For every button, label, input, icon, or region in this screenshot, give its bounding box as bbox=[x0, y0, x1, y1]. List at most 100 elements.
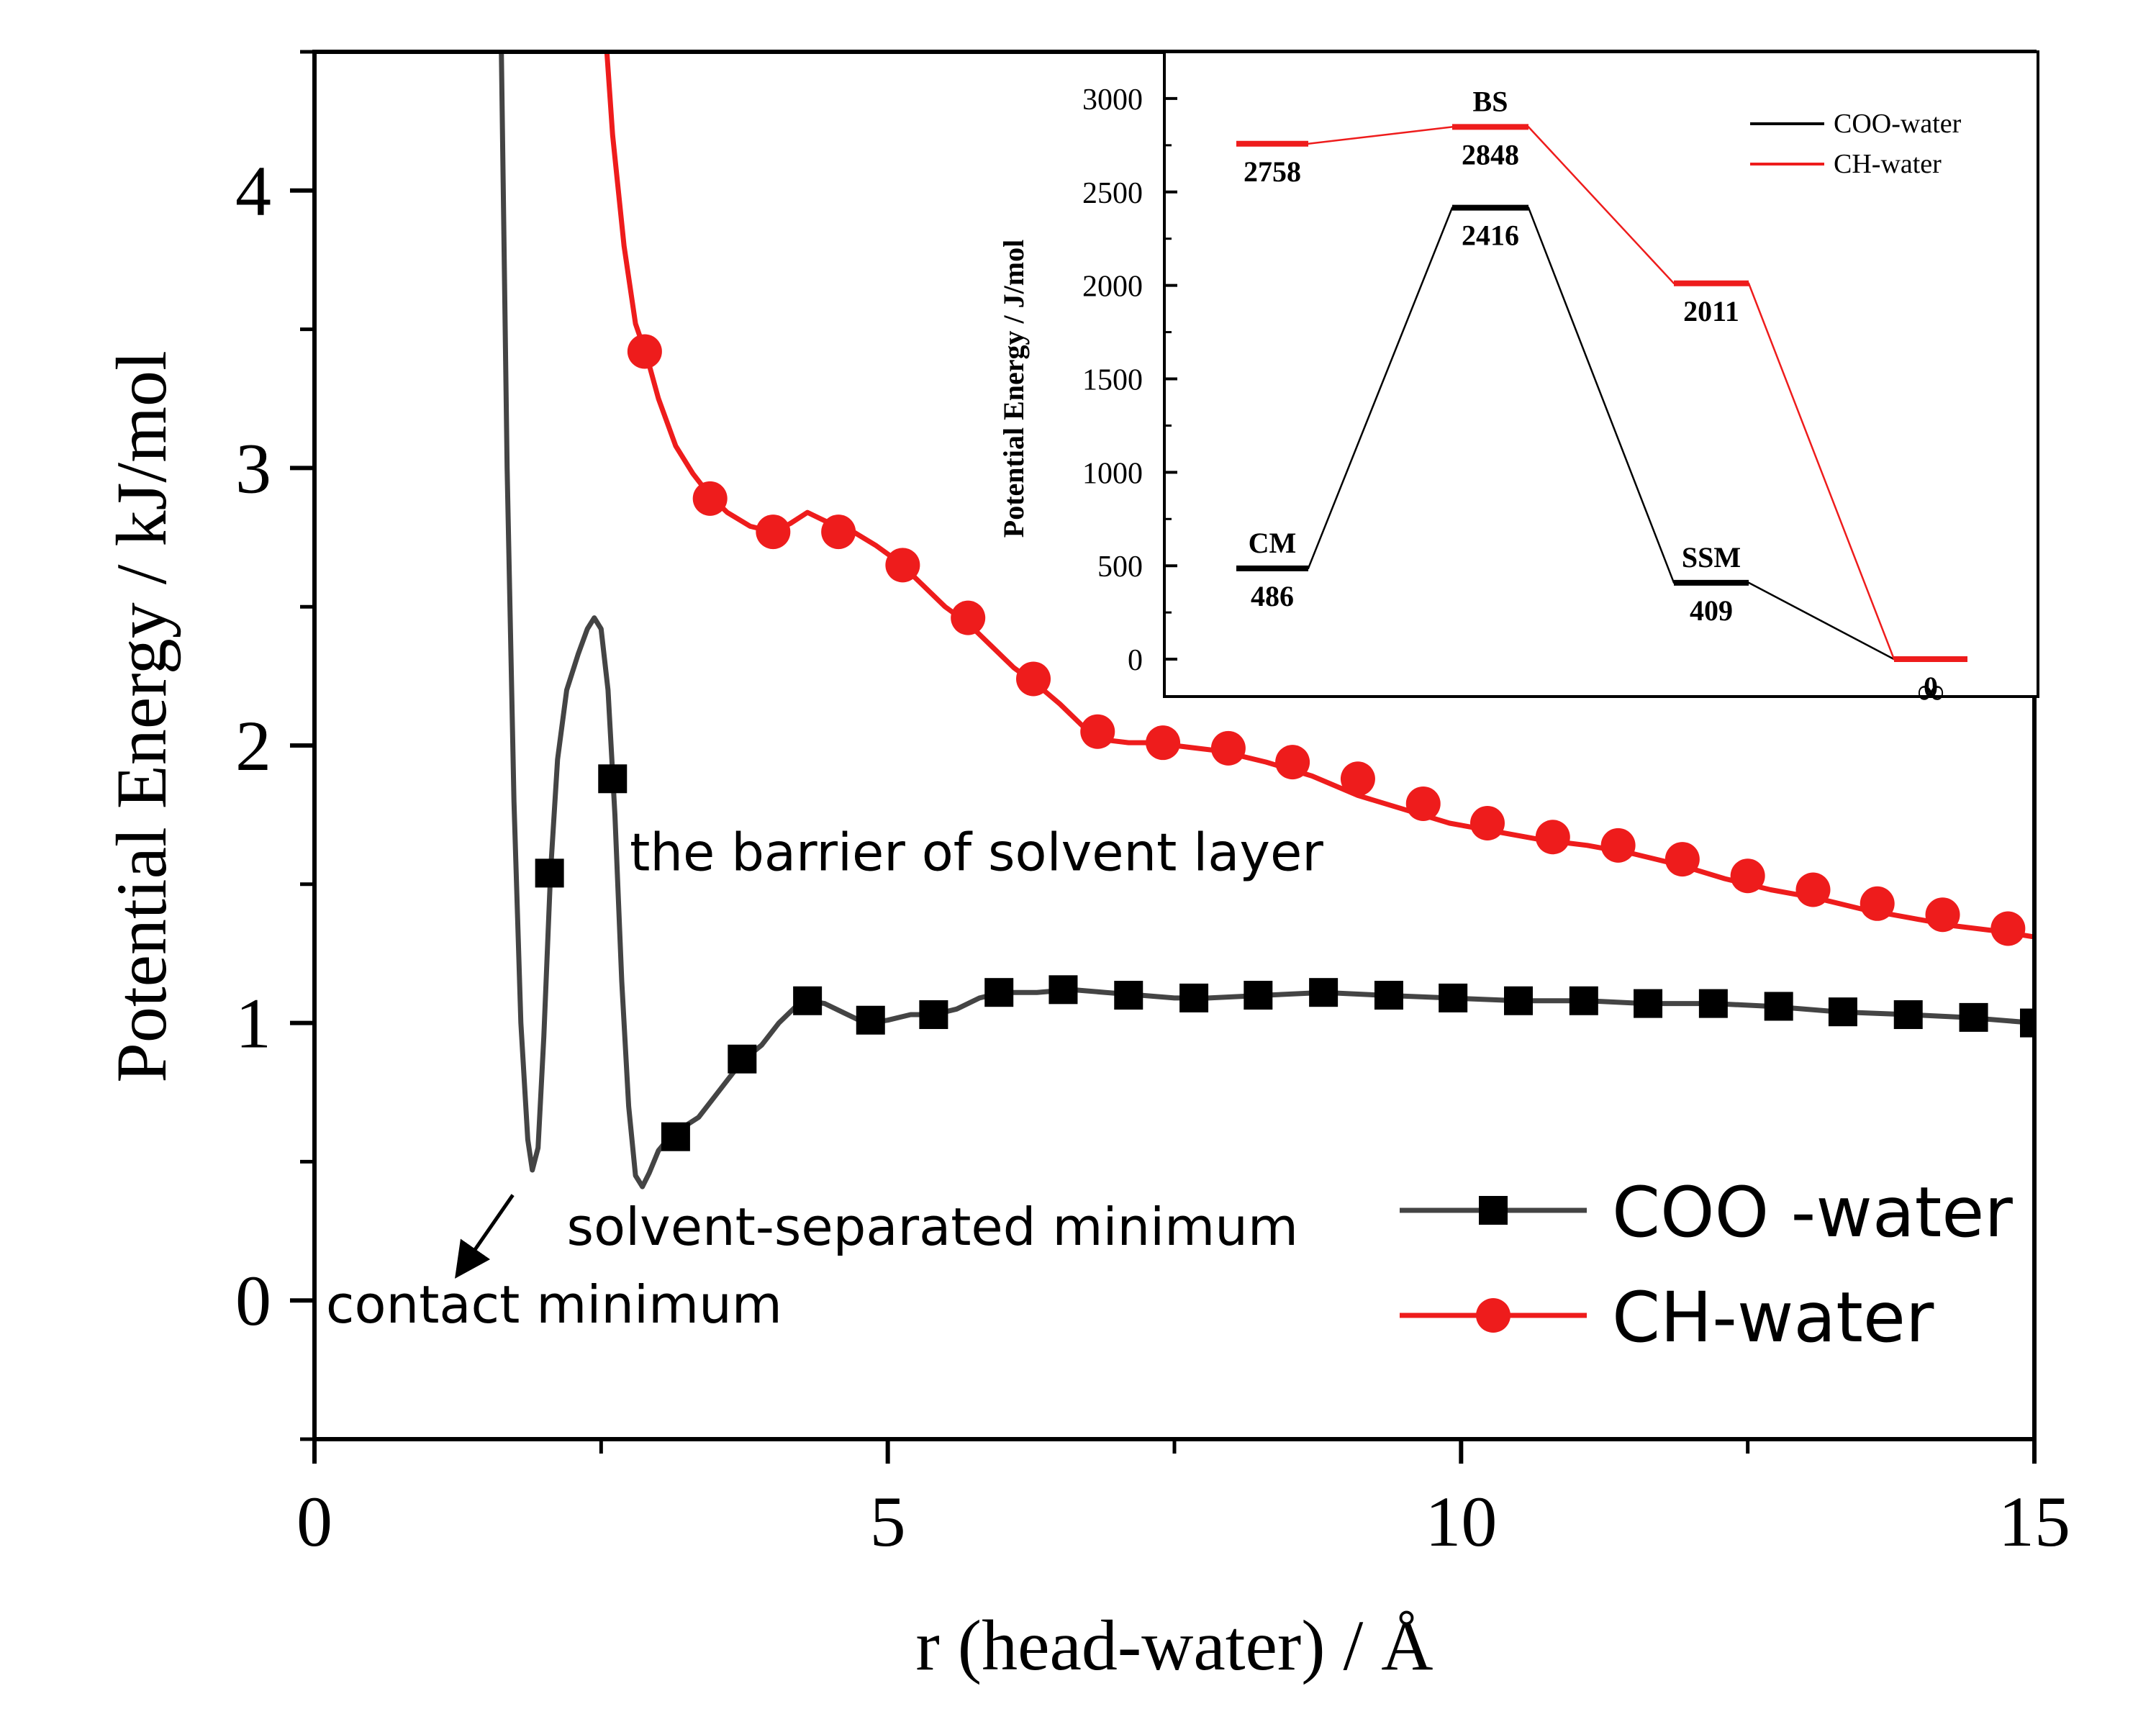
data-point-coo-water bbox=[1374, 981, 1403, 1010]
x-tick-label: 10 bbox=[1425, 1482, 1497, 1561]
inset-y-tick-label: 0 bbox=[1128, 644, 1143, 677]
inset-value-label: 2416 bbox=[1462, 219, 1519, 252]
main-axis-ticks: 0 5 10 15 0 1 2 3 4 bbox=[235, 50, 2070, 1561]
inset-state-label: BS bbox=[1473, 85, 1508, 117]
data-point-ch-water bbox=[1405, 786, 1441, 821]
inset-legend-label-ch-water: CH-water bbox=[1834, 149, 1942, 179]
inset-connector-coo-water bbox=[1236, 207, 1967, 661]
inset-legend-label-coo-water: COO-water bbox=[1834, 109, 1962, 139]
series-line-coo-water bbox=[499, 52, 2034, 1189]
inset-value-label: 486 bbox=[1251, 580, 1294, 612]
data-point-coo-water bbox=[1959, 1002, 1988, 1032]
data-point-coo-water bbox=[1504, 986, 1533, 1015]
data-point-coo-water bbox=[793, 986, 823, 1015]
data-point-ch-water bbox=[1860, 886, 1895, 921]
y-tick-label: 3 bbox=[235, 428, 271, 508]
inset-connector-ch-water bbox=[1236, 126, 1967, 661]
data-point-coo-water bbox=[661, 1122, 690, 1151]
inset-y-tick-label: 500 bbox=[1097, 550, 1143, 584]
data-point-coo-water bbox=[1114, 981, 1143, 1010]
annotation-contact-minimum: contact minimum bbox=[326, 1274, 782, 1335]
data-point-ch-water bbox=[1535, 820, 1570, 855]
main-legend: COO -water CH-water bbox=[1400, 1172, 2013, 1358]
data-point-ch-water bbox=[1925, 897, 1960, 933]
legend-entry-coo-water: COO -water bbox=[1400, 1172, 2013, 1253]
data-point-coo-water bbox=[856, 1005, 885, 1035]
data-point-ch-water bbox=[1469, 805, 1505, 840]
data-point-ch-water bbox=[821, 515, 856, 550]
inset-chart: 486 2416 409 0 2758 2848 2011 CM BS SSM ∞ 0 500 1000… bbox=[997, 50, 2039, 712]
inset-state-label: SSM bbox=[1682, 541, 1741, 574]
data-point-coo-water bbox=[1764, 992, 1793, 1021]
contact-minimum-arrow bbox=[455, 1194, 515, 1279]
y-tick-label: 1 bbox=[235, 984, 271, 1064]
data-point-coo-water bbox=[535, 858, 564, 888]
data-point-ch-water bbox=[1340, 761, 1375, 797]
inset-axis-ticks: 0 500 1000 1500 2000 2500 3000 bbox=[1082, 83, 1177, 677]
data-point-coo-water bbox=[984, 978, 1014, 1007]
data-point-ch-water bbox=[951, 600, 986, 635]
data-point-ch-water bbox=[1795, 872, 1831, 907]
data-point-ch-water bbox=[885, 548, 920, 583]
inset-state-label: ∞ bbox=[1917, 671, 1944, 712]
inset-y-axis-label: Potential Energy / J/mol bbox=[997, 240, 1030, 538]
data-point-coo-water bbox=[728, 1044, 757, 1074]
legend-label-ch-water: CH-water bbox=[1612, 1277, 1934, 1358]
legend-marker-square bbox=[1479, 1196, 1508, 1225]
data-point-ch-water bbox=[1664, 842, 1700, 877]
data-point-ch-water bbox=[1730, 858, 1765, 894]
data-point-ch-water bbox=[1080, 714, 1115, 749]
legend-label-coo-water: COO -water bbox=[1612, 1172, 2013, 1253]
inset-legend: COO-water CH-water bbox=[1750, 109, 1962, 179]
data-point-ch-water bbox=[1146, 725, 1181, 761]
inset-y-tick-label: 3000 bbox=[1082, 83, 1143, 117]
main-series-layer bbox=[499, 52, 2034, 1189]
data-point-coo-water bbox=[1439, 983, 1468, 1012]
data-point-coo-water bbox=[1634, 989, 1663, 1018]
data-point-coo-water bbox=[1828, 997, 1857, 1027]
inset-value-label: 409 bbox=[1690, 594, 1733, 627]
inset-plot-frame bbox=[1163, 50, 2039, 698]
main-chart: 0 5 10 15 0 1 2 3 4 r (head-water) / Å Potential… bbox=[101, 50, 2070, 1685]
y-tick-label: 2 bbox=[235, 706, 271, 786]
main-x-axis-label: r (head-water) / Å bbox=[915, 1605, 1433, 1685]
data-point-coo-water bbox=[1244, 981, 1273, 1010]
data-point-coo-water bbox=[1569, 986, 1598, 1015]
inset-series-layer: 486 2416 409 0 2758 2848 2011 CM BS SSM ∞ bbox=[1236, 85, 1967, 712]
annotation-solvent-separated-minimum: solvent-separated minimum bbox=[567, 1197, 1298, 1257]
data-point-coo-water bbox=[598, 764, 628, 794]
legend-marker-circle bbox=[1476, 1298, 1510, 1333]
data-point-ch-water bbox=[1600, 828, 1636, 863]
inset-y-tick-label: 1500 bbox=[1082, 363, 1143, 396]
x-tick-label: 5 bbox=[870, 1482, 906, 1561]
data-point-ch-water bbox=[1275, 745, 1310, 780]
data-point-ch-water bbox=[1210, 730, 1246, 766]
inset-background bbox=[1164, 52, 2038, 697]
main-annotations: the barrier of solvent layer solvent-sep… bbox=[326, 822, 1323, 1336]
x-tick-label: 15 bbox=[1998, 1482, 2070, 1561]
data-point-ch-water bbox=[1016, 661, 1051, 697]
data-point-coo-water bbox=[1179, 983, 1209, 1012]
data-point-coo-water bbox=[1893, 1000, 1923, 1030]
data-point-ch-water bbox=[692, 481, 728, 516]
y-tick-label: 0 bbox=[235, 1261, 271, 1341]
data-point-ch-water bbox=[627, 334, 662, 369]
main-y-axis-label: Potential Energy / kJ/mol bbox=[101, 350, 181, 1083]
data-point-ch-water bbox=[1990, 911, 2026, 946]
data-point-ch-water bbox=[756, 515, 791, 550]
inset-y-tick-label: 2500 bbox=[1082, 177, 1143, 210]
data-point-coo-water bbox=[2020, 1008, 2034, 1038]
inset-value-label: 2758 bbox=[1244, 155, 1301, 188]
data-point-coo-water bbox=[1048, 975, 1078, 1005]
inset-y-tick-label: 2000 bbox=[1082, 271, 1143, 304]
inset-value-label: 0 bbox=[1924, 671, 1938, 703]
x-tick-label: 0 bbox=[296, 1482, 332, 1561]
data-point-coo-water bbox=[1698, 989, 1728, 1018]
data-point-coo-water bbox=[919, 1000, 948, 1030]
annotation-barrier: the barrier of solvent layer bbox=[630, 822, 1323, 883]
legend-entry-ch-water: CH-water bbox=[1400, 1277, 1934, 1358]
inset-state-label: CM bbox=[1249, 527, 1297, 559]
inset-y-tick-label: 1000 bbox=[1082, 457, 1143, 490]
data-point-coo-water bbox=[1309, 978, 1339, 1007]
inset-value-label: 2848 bbox=[1462, 138, 1519, 171]
